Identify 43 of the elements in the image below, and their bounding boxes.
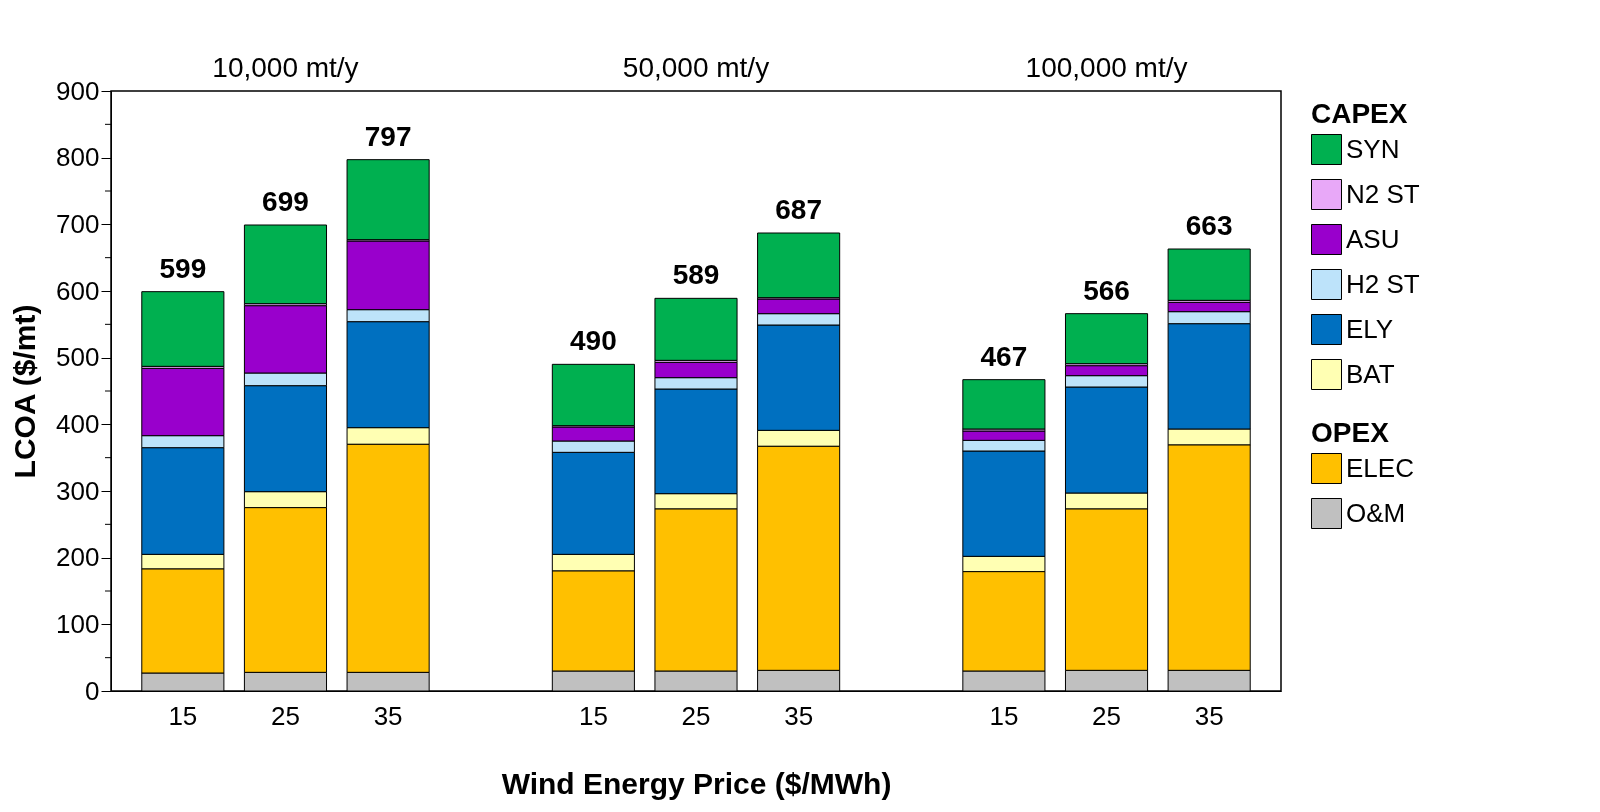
x-tick-label: 15 <box>989 700 1019 731</box>
legend-title: CAPEX <box>1311 98 1408 129</box>
y-tick-label: 800 <box>56 142 100 173</box>
total-label: 599 <box>159 252 207 284</box>
text: 100,000 mt/y <box>1025 52 1188 83</box>
total-label: 589 <box>672 259 720 291</box>
y-tick-label: 400 <box>56 408 100 439</box>
legend-label: SYN <box>1346 133 1400 164</box>
x-tick-label: 25 <box>271 700 300 731</box>
y-tick-label: 900 <box>56 75 100 106</box>
y-tick-label: 200 <box>56 542 100 573</box>
text: 10,000 mt/y <box>212 52 359 83</box>
text: 50,000 mt/y <box>622 52 770 83</box>
total-label: 490 <box>570 325 617 357</box>
x-tick-label: 25 <box>681 700 711 731</box>
legend-label: N2 ST <box>1346 178 1420 209</box>
total-label: 467 <box>980 340 1028 372</box>
total-label: 687 <box>775 194 822 225</box>
y-tick-label: 100 <box>56 608 100 639</box>
x-tick-label: 15 <box>168 700 198 731</box>
y-tick-label: 300 <box>56 475 100 506</box>
total-label: 797 <box>364 120 412 152</box>
y-axis-title: LCOA ($/mt) <box>8 304 42 479</box>
x-tick-label: 35 <box>373 700 403 731</box>
legend-label: H2 ST <box>1346 268 1420 299</box>
text: OPEX <box>1311 417 1390 448</box>
legend-label: BAT <box>1346 358 1395 389</box>
legend-label: ELEC <box>1346 452 1414 483</box>
x-axis-title: Wind Energy Price ($/MWh) <box>501 766 892 800</box>
legend-label: O&M <box>1346 497 1406 528</box>
x-tick-label: 25 <box>1092 700 1121 731</box>
total-label: 566 <box>1083 274 1130 306</box>
legend-label: ELY <box>1346 313 1394 344</box>
y-tick-label: 700 <box>56 208 100 239</box>
x-tick-label: 15 <box>578 700 608 731</box>
x-tick-label: 35 <box>1194 700 1224 731</box>
y-tick-label: 500 <box>56 342 100 373</box>
y-tick-label: 600 <box>56 275 100 306</box>
y-tick-label: 0 <box>85 675 100 706</box>
total-label: 699 <box>262 186 309 217</box>
legend-label: ASU <box>1346 223 1400 254</box>
x-tick-label: 35 <box>784 700 814 731</box>
total-label: 663 <box>1185 210 1233 241</box>
